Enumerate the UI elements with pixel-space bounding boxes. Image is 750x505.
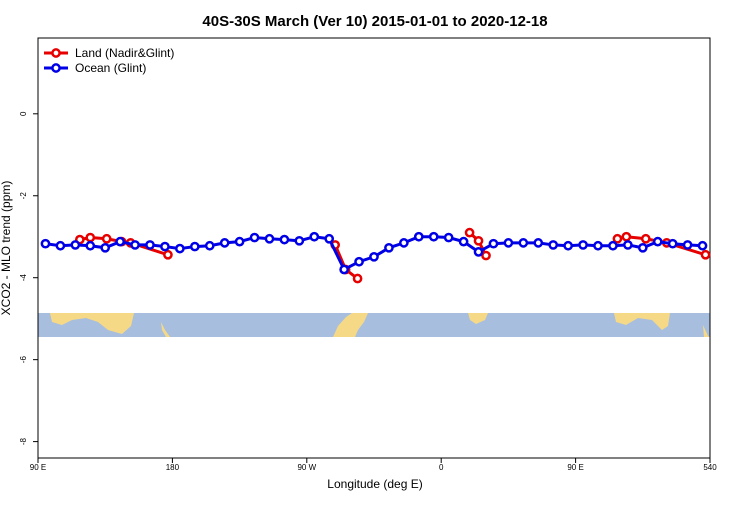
x-tick-label: 90 E bbox=[567, 463, 583, 472]
legend-label: Land (Nadir&Glint) bbox=[75, 46, 174, 60]
point bbox=[279, 234, 290, 245]
x-tick-label: 0 bbox=[439, 463, 444, 472]
point bbox=[473, 235, 484, 246]
point bbox=[219, 238, 230, 248]
point bbox=[481, 250, 491, 261]
y-tick-label: -4 bbox=[19, 274, 28, 282]
y-axis-label: XCO2 - MLO trend (ppm) bbox=[0, 181, 13, 316]
legend-label: Ocean (Glint) bbox=[75, 61, 146, 75]
point bbox=[503, 238, 514, 248]
point bbox=[354, 256, 364, 267]
x-tick-label: 90 E bbox=[30, 463, 46, 472]
point bbox=[697, 240, 708, 251]
point bbox=[623, 240, 633, 250]
point bbox=[249, 232, 260, 243]
point bbox=[352, 273, 363, 284]
point bbox=[488, 238, 499, 249]
point bbox=[294, 235, 305, 246]
point bbox=[130, 240, 140, 250]
point bbox=[443, 232, 454, 243]
y-tick-label: -8 bbox=[19, 438, 28, 446]
chart-title: 40S-30S March (Ver 10) 2015-01-01 to 202… bbox=[202, 13, 547, 30]
x-tick-label: 540 bbox=[703, 463, 717, 472]
y-tick-label: -2 bbox=[19, 192, 28, 200]
point bbox=[85, 232, 96, 243]
point bbox=[533, 238, 544, 248]
point bbox=[309, 231, 320, 242]
x-tick-label: 180 bbox=[166, 463, 180, 472]
point bbox=[612, 233, 623, 244]
point bbox=[578, 240, 588, 250]
point bbox=[621, 231, 632, 242]
point bbox=[264, 233, 275, 244]
map-strip bbox=[38, 313, 710, 337]
point bbox=[652, 236, 663, 247]
x-tick-label: 90 W bbox=[297, 463, 316, 472]
point bbox=[518, 238, 529, 248]
y-tick-label: -6 bbox=[19, 356, 28, 364]
point bbox=[464, 227, 475, 238]
point bbox=[640, 233, 651, 244]
point bbox=[55, 240, 66, 251]
point bbox=[101, 233, 112, 244]
legend-marker bbox=[51, 48, 61, 58]
point bbox=[175, 243, 185, 254]
plot-frame bbox=[37, 37, 711, 459]
point bbox=[413, 231, 424, 242]
point bbox=[384, 242, 394, 253]
point bbox=[70, 240, 81, 250]
x-axis-label: Longitude (deg E) bbox=[327, 477, 422, 491]
point bbox=[667, 238, 678, 249]
point bbox=[339, 264, 349, 275]
series-line bbox=[79, 231, 706, 280]
point bbox=[324, 233, 335, 244]
point bbox=[548, 240, 559, 250]
point bbox=[100, 242, 111, 253]
point bbox=[458, 236, 469, 247]
point bbox=[399, 238, 409, 248]
point bbox=[563, 240, 573, 251]
point bbox=[637, 242, 648, 253]
point bbox=[608, 240, 618, 251]
point bbox=[145, 240, 155, 250]
point bbox=[369, 251, 379, 262]
point bbox=[85, 240, 96, 251]
point bbox=[234, 236, 245, 247]
point bbox=[473, 247, 484, 257]
point bbox=[204, 240, 215, 251]
point bbox=[682, 240, 693, 250]
point bbox=[40, 238, 51, 249]
y-tick-label: 0 bbox=[19, 111, 28, 116]
point bbox=[160, 241, 170, 252]
legend-marker bbox=[51, 63, 61, 73]
point bbox=[163, 249, 173, 260]
point bbox=[700, 249, 711, 260]
point bbox=[428, 231, 439, 242]
point bbox=[189, 241, 200, 252]
point bbox=[593, 240, 603, 251]
point bbox=[115, 236, 125, 247]
